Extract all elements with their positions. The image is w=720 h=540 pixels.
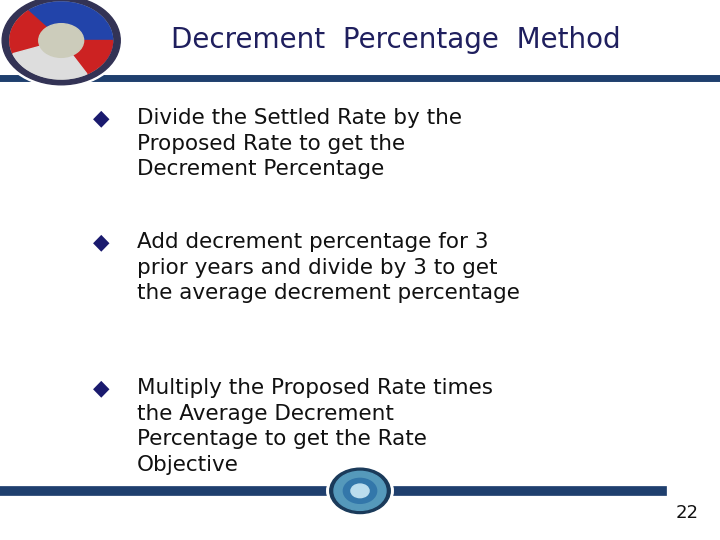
Circle shape [39,24,84,57]
Wedge shape [10,11,61,53]
Text: Multiply the Proposed Rate times
the Average Decrement
Percentage to get the Rat: Multiply the Proposed Rate times the Ave… [137,378,492,475]
Text: ◆: ◆ [93,108,109,128]
Circle shape [334,471,386,510]
Text: ◆: ◆ [93,378,109,398]
Circle shape [0,0,123,87]
Circle shape [351,484,369,498]
Text: ◆: ◆ [93,232,109,252]
Text: 22: 22 [675,504,698,522]
Circle shape [10,2,112,79]
Text: Decrement  Percentage  Method: Decrement Percentage Method [171,26,621,55]
Text: Add decrement percentage for 3
prior years and divide by 3 to get
the average de: Add decrement percentage for 3 prior yea… [137,232,520,303]
Circle shape [330,468,390,514]
Wedge shape [28,2,112,60]
Circle shape [327,466,393,516]
Circle shape [2,0,120,85]
Wedge shape [13,40,87,79]
Wedge shape [61,40,112,74]
Circle shape [343,478,377,503]
Text: Divide the Settled Rate by the
Proposed Rate to get the
Decrement Percentage: Divide the Settled Rate by the Proposed … [137,108,462,179]
